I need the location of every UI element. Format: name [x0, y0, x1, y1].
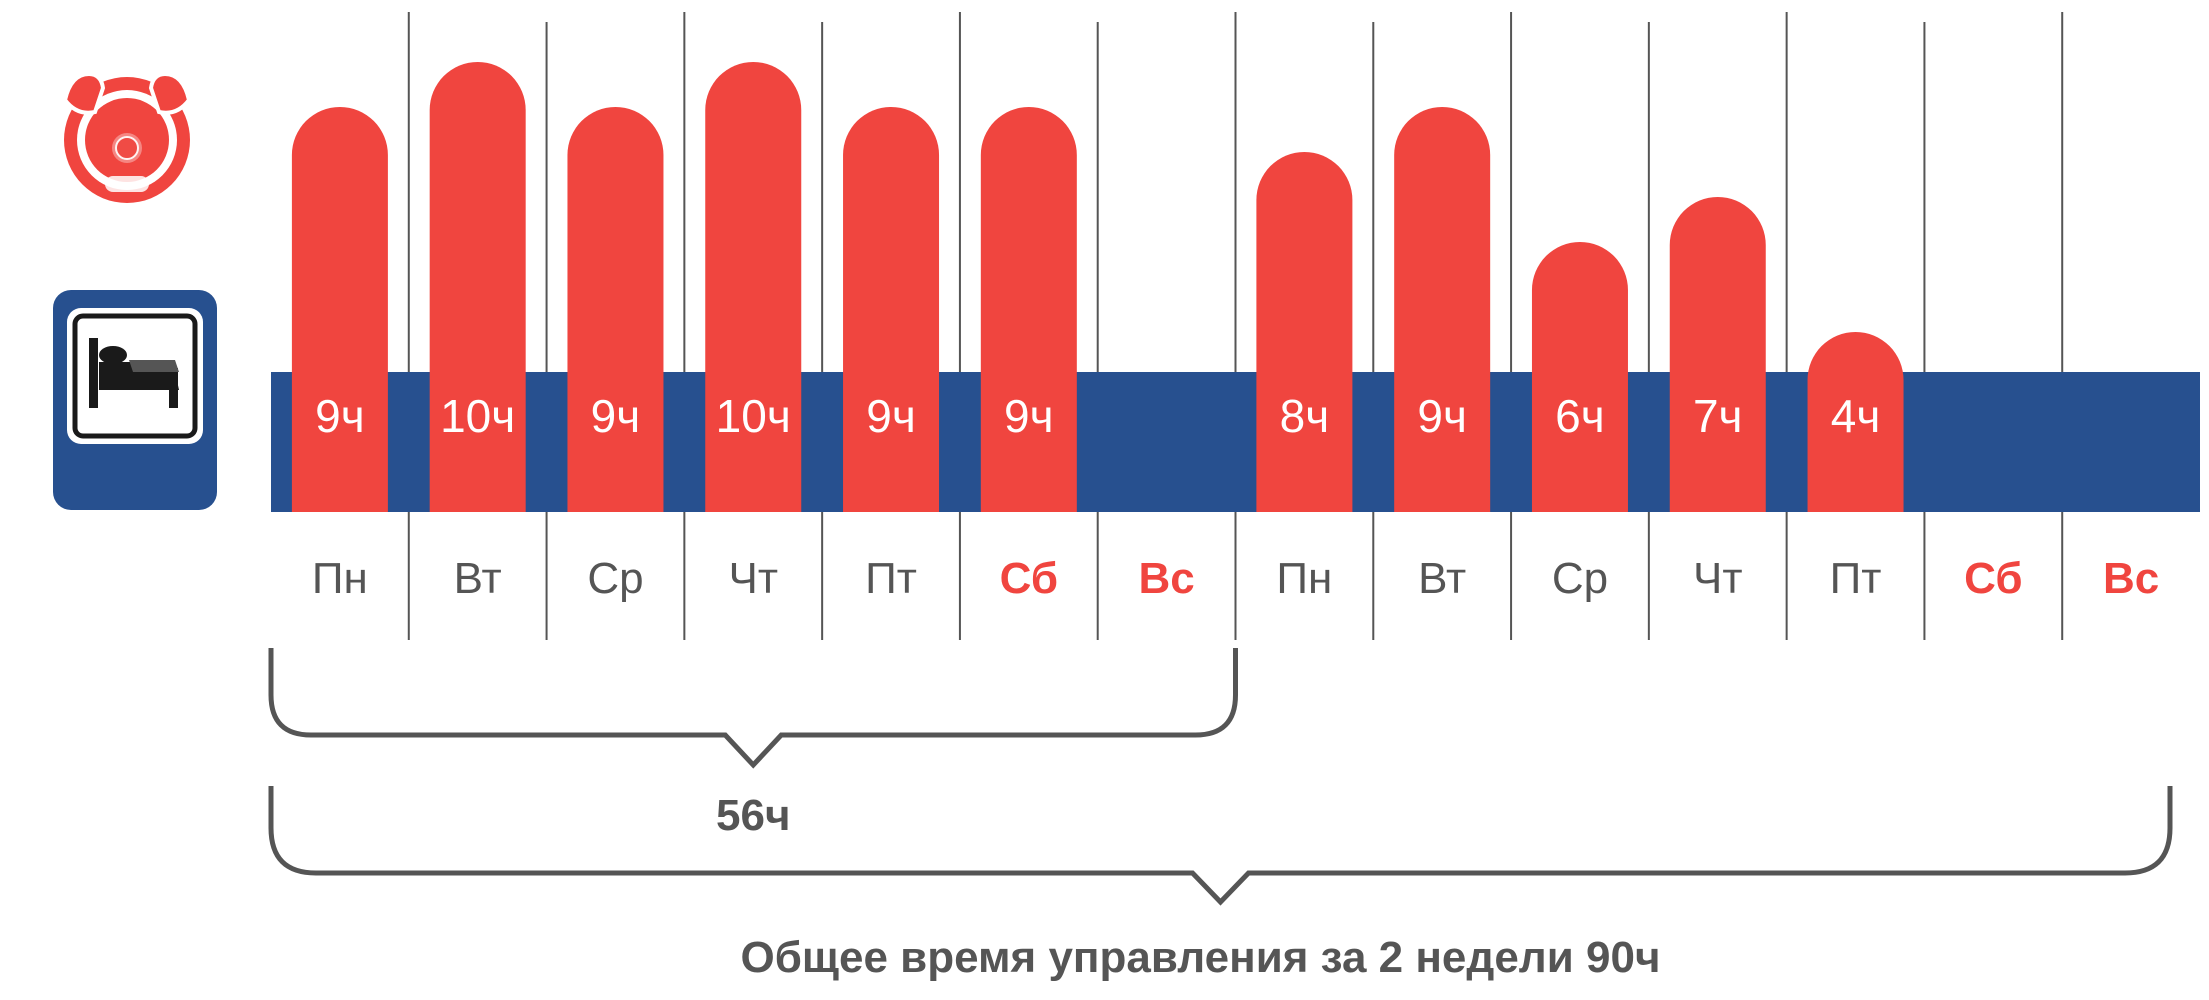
value-label-4: 9ч	[866, 390, 916, 442]
bar-0	[291, 107, 388, 512]
day-label-10: Чт	[1693, 554, 1742, 603]
two-week-bracket	[268, 786, 2173, 906]
bar-10	[1669, 197, 1766, 513]
day-label-6: Вс	[1138, 554, 1194, 603]
value-label-9: 6ч	[1555, 390, 1605, 442]
two-week-total-label: Общее время управления за 2 недели 90ч	[740, 933, 1660, 982]
bars	[291, 61, 1904, 513]
value-label-2: 9ч	[591, 390, 641, 442]
value-label-5: 9ч	[1004, 390, 1054, 442]
day-label-5: Сб	[1000, 554, 1058, 603]
rest-band	[271, 372, 2200, 512]
day-label-4: Пт	[865, 554, 917, 603]
day-separators	[407, 12, 2064, 640]
day-label-11: Пт	[1830, 554, 1882, 603]
bar-7	[1256, 152, 1353, 513]
bar-9	[1531, 242, 1628, 513]
week-bracket	[268, 648, 1238, 769]
bar-5	[980, 107, 1077, 512]
bar-4	[843, 107, 940, 512]
bar-8	[1394, 107, 1491, 512]
day-label-3: Чт	[729, 554, 778, 603]
week-total-label: 56ч	[716, 791, 791, 840]
day-label-2: Ср	[587, 554, 643, 603]
value-label-10: 7ч	[1693, 390, 1743, 442]
day-label-0: Пн	[312, 554, 368, 603]
value-labels: 9ч 10ч 9ч 10ч 9ч 9ч 8ч 9ч 6ч 7ч 4ч	[315, 390, 1880, 442]
day-labels: Пн Вт Ср Чт Пт Сб Вс Пн Вт Ср Чт Пт Сб Вс	[312, 554, 2159, 603]
steering-wheel-icon	[62, 71, 192, 203]
day-label-8: Вт	[1418, 554, 1466, 603]
day-label-1: Вт	[454, 554, 502, 603]
value-label-11: 4ч	[1831, 390, 1881, 442]
bar-11	[1807, 332, 1904, 512]
value-label-1: 10ч	[440, 390, 515, 442]
value-label-8: 9ч	[1417, 390, 1467, 442]
value-label-7: 8ч	[1280, 390, 1330, 442]
brackets: 56ч Общее время управления за 2 недели 9…	[268, 648, 2173, 982]
value-label-3: 10ч	[716, 390, 791, 442]
day-label-12: Сб	[1964, 554, 2022, 603]
bar-1	[429, 61, 526, 512]
bar-3	[705, 62, 802, 513]
bed-icon	[53, 290, 217, 510]
day-label-7: Пн	[1276, 554, 1332, 603]
bar-2	[567, 107, 664, 512]
day-label-13: Вс	[2103, 554, 2159, 603]
day-label-9: Ср	[1552, 554, 1608, 603]
value-label-0: 9ч	[315, 390, 365, 442]
